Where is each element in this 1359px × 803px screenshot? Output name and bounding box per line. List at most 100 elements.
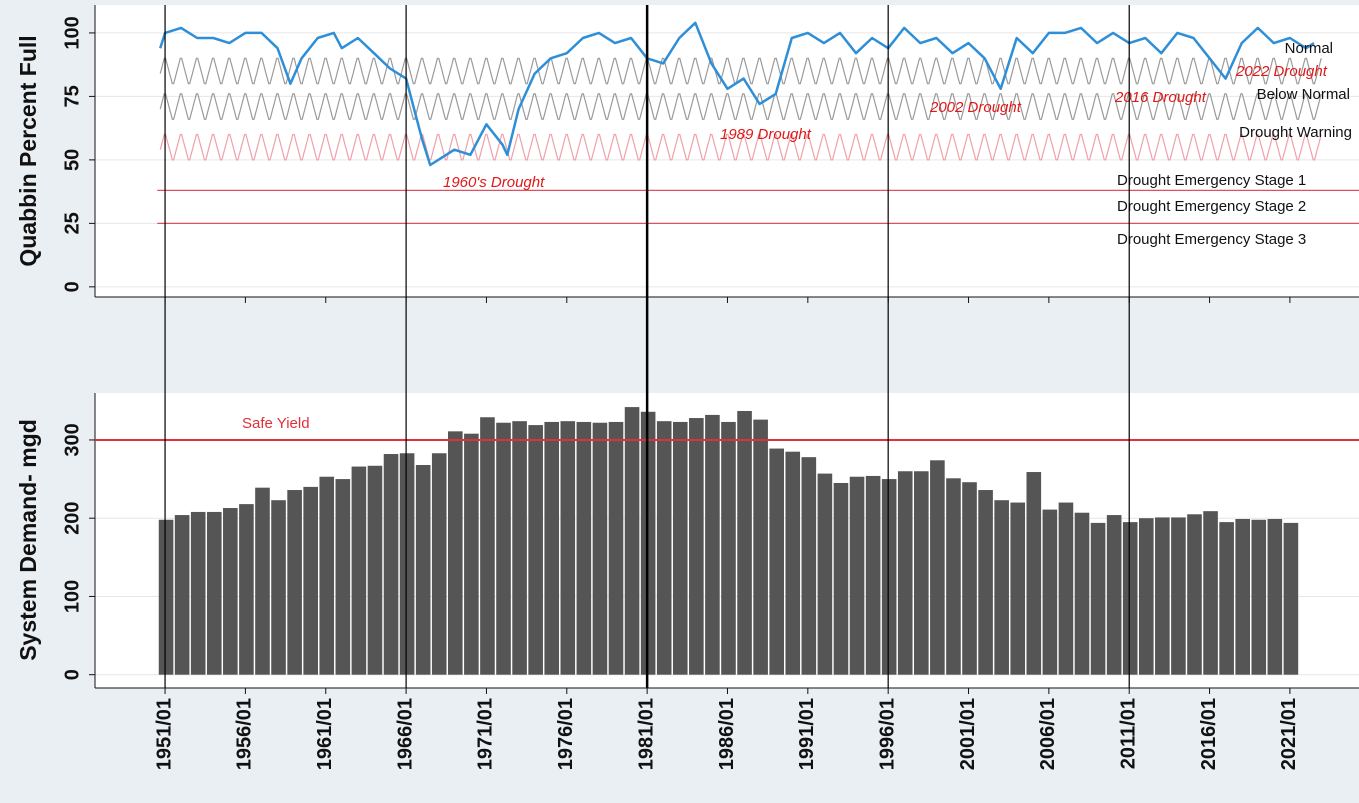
- bar: [817, 473, 833, 675]
- bar: [190, 511, 206, 675]
- bar: [255, 487, 270, 675]
- drought-annotation: 2022 Drought: [1235, 63, 1328, 80]
- y-axis-title: Quabbin Percent Full: [15, 35, 41, 266]
- bar: [881, 479, 897, 675]
- bar: [287, 490, 302, 675]
- bar: [174, 515, 190, 675]
- bar: [1267, 518, 1283, 675]
- x-tick-label: 1976/01: [555, 698, 577, 770]
- drought-annotation: 1989 Drought: [720, 126, 812, 143]
- bar: [672, 421, 688, 675]
- bar: [1074, 512, 1090, 675]
- bar: [946, 478, 961, 675]
- bar: [1155, 517, 1170, 675]
- bar: [849, 476, 865, 675]
- x-tick-label: 1951/01: [153, 698, 175, 770]
- bar: [480, 417, 495, 675]
- y-axis-title: System Demand- mgd: [15, 419, 41, 661]
- x-tick-label: 2011/01: [1117, 698, 1139, 769]
- bar: [399, 453, 415, 675]
- bar: [1122, 522, 1138, 675]
- level-label: Drought Emergency Stage 2: [1117, 198, 1306, 215]
- level-label: Drought Emergency Stage 1: [1117, 172, 1306, 189]
- level-label: Drought Emergency Stage 3: [1117, 231, 1306, 248]
- x-tick-label: 1981/01: [635, 698, 657, 770]
- x-tick-label: 1991/01: [796, 698, 818, 770]
- x-tick-label: 2001/01: [957, 698, 979, 770]
- x-tick-label: 1986/01: [716, 698, 738, 770]
- bar: [978, 490, 993, 675]
- x-tick-label: 1966/01: [394, 698, 416, 770]
- x-tick-label: 1971/01: [475, 698, 497, 770]
- bar: [1026, 472, 1042, 675]
- drought-annotation: 2002 Drought: [929, 99, 1022, 116]
- drought-annotation: 2016 Drought: [1114, 89, 1207, 106]
- bar: [1042, 509, 1058, 675]
- bar: [1219, 522, 1234, 675]
- x-tick-label: 2016/01: [1198, 698, 1220, 770]
- bar: [464, 433, 479, 675]
- bar: [721, 421, 736, 675]
- y-tick-label: 0: [61, 281, 83, 292]
- y-tick-label: 25: [61, 212, 83, 234]
- bar: [576, 421, 592, 675]
- bar: [769, 448, 784, 675]
- bar: [1251, 519, 1267, 675]
- x-tick-label: 2006/01: [1037, 698, 1059, 770]
- bar: [865, 475, 881, 675]
- bar: [1283, 522, 1299, 675]
- bar: [335, 479, 351, 675]
- bar: [689, 418, 704, 675]
- y-tick-label: 50: [61, 149, 83, 171]
- bar: [512, 421, 527, 675]
- bar: [158, 519, 174, 675]
- bar: [496, 422, 511, 675]
- bar: [801, 457, 817, 675]
- y-tick-label: 100: [61, 580, 83, 613]
- bar: [1090, 522, 1106, 675]
- bar: [897, 471, 913, 675]
- bar: [656, 421, 672, 675]
- threshold-band: [159, 133, 1322, 161]
- bar: [1138, 518, 1154, 675]
- drought-annotation: 1960's Drought: [443, 174, 545, 191]
- bar: [415, 464, 431, 675]
- x-tick-label: 1961/01: [314, 698, 336, 770]
- bar: [448, 431, 463, 675]
- bar: [206, 511, 222, 675]
- bar: [303, 486, 318, 675]
- band-label: Drought Warning: [1239, 124, 1352, 141]
- threshold-band: [159, 57, 1322, 85]
- threshold-band: [159, 93, 1322, 120]
- x-tick-label: 1996/01: [876, 698, 898, 770]
- bar: [592, 422, 608, 675]
- bar: [1187, 514, 1202, 675]
- bar: [383, 454, 399, 675]
- bar: [833, 482, 849, 675]
- bar: [624, 407, 640, 675]
- y-tick-label: 0: [61, 669, 83, 680]
- bar: [994, 500, 1009, 675]
- bar: [1106, 515, 1122, 675]
- y-tick-label: 200: [61, 502, 83, 535]
- bar: [1010, 502, 1026, 675]
- bar: [608, 421, 624, 675]
- x-tick-label: 1956/01: [234, 698, 256, 770]
- bar: [930, 460, 945, 675]
- bar: [1058, 502, 1074, 675]
- bar: [1171, 517, 1186, 675]
- reservoir-line: [159, 21, 1315, 167]
- bar: [544, 421, 560, 675]
- bar: [431, 453, 447, 675]
- band-label: Below Normal: [1257, 86, 1350, 103]
- bar: [914, 471, 929, 675]
- x-tick-label: 2021/01: [1278, 698, 1300, 770]
- bar: [223, 508, 238, 675]
- bar: [319, 476, 335, 675]
- band-label: Normal: [1285, 40, 1333, 57]
- bar: [962, 482, 977, 675]
- bar: [785, 451, 801, 675]
- bar: [239, 504, 254, 675]
- top-plot-area: [95, 5, 1359, 297]
